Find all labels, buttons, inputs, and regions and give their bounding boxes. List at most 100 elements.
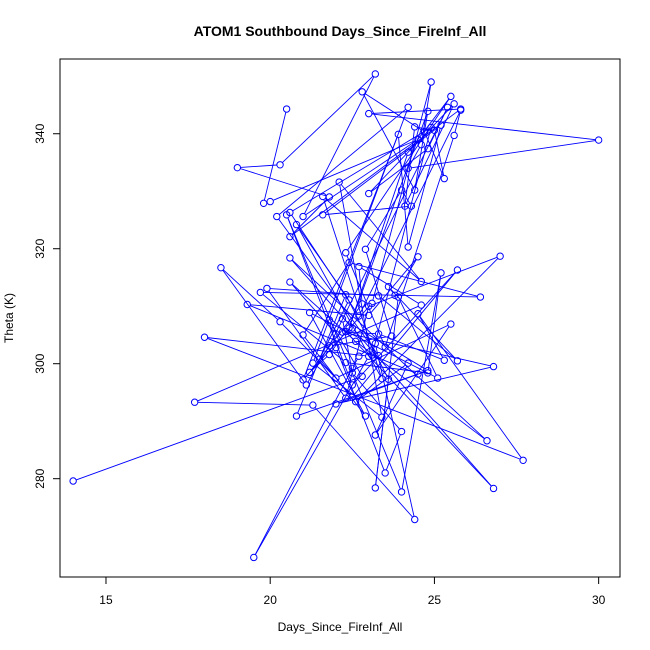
data-point (358, 88, 366, 96)
series-segment (291, 214, 358, 314)
data-point (414, 309, 422, 318)
series-segment (305, 140, 416, 216)
data-point (299, 331, 307, 339)
data-point (345, 258, 353, 267)
series-segment (349, 155, 408, 326)
data-point (411, 186, 419, 194)
series-segment (349, 114, 428, 326)
data-point (69, 477, 77, 485)
series-segment (380, 297, 456, 360)
data-point (424, 366, 432, 375)
data-point (483, 437, 491, 445)
data-point (443, 103, 452, 111)
series-segment (346, 255, 385, 345)
series-segment (398, 137, 409, 244)
data-point (302, 381, 311, 389)
series-segment (348, 362, 425, 373)
data-point (345, 324, 353, 332)
series-segment (347, 333, 492, 487)
series-segment (292, 128, 429, 212)
data-point (332, 374, 340, 382)
data-point (348, 393, 357, 401)
data-point (325, 342, 334, 350)
data-point (276, 318, 284, 326)
data-point (348, 364, 357, 373)
series-segment (222, 269, 279, 320)
data-point (243, 300, 251, 309)
series-segment (357, 364, 406, 401)
series-segment (411, 140, 596, 169)
data-point (404, 148, 412, 156)
data-point (348, 324, 357, 332)
series-segment (207, 337, 366, 357)
data-point (440, 356, 448, 364)
series-segment (390, 288, 456, 359)
series-segment (325, 206, 409, 215)
data-point (397, 427, 406, 436)
y-tick-label: 340 (33, 123, 47, 143)
series-segment (358, 269, 363, 301)
data-point (355, 312, 363, 320)
series-segment (312, 313, 436, 378)
series-segment (299, 374, 416, 416)
series-segment (282, 75, 374, 163)
series-segment (352, 262, 478, 297)
series-segment (254, 370, 352, 555)
data-point (335, 178, 343, 186)
series-segment (338, 366, 491, 404)
data-point (378, 374, 386, 383)
data-point (594, 136, 603, 144)
data-point (332, 330, 340, 338)
series-segment (419, 316, 444, 358)
data-point (476, 293, 485, 301)
series-segment (363, 94, 414, 188)
data-point (286, 278, 294, 286)
data-point (371, 339, 380, 348)
data-point (450, 100, 458, 108)
series-segment (291, 284, 335, 332)
data-point (417, 301, 425, 309)
series-segment (304, 76, 375, 214)
data-point (338, 315, 347, 323)
x-tick-label: 25 (428, 593, 442, 607)
data-point (315, 355, 324, 363)
data-point (355, 262, 363, 271)
data-point (420, 128, 429, 136)
data-point (256, 288, 265, 297)
data-point (273, 212, 281, 221)
data-point (292, 220, 301, 229)
data-point (430, 126, 439, 134)
data-point (411, 515, 419, 524)
data-point (365, 109, 373, 118)
series-segment (207, 337, 521, 460)
series-segment (330, 322, 361, 374)
data-point (414, 135, 422, 144)
data-point (414, 253, 422, 261)
series-segment (366, 192, 401, 247)
data-point (325, 316, 334, 324)
series-segment (291, 198, 328, 235)
series-segment (287, 217, 352, 383)
series-layer (69, 70, 603, 562)
data-point (250, 553, 258, 562)
data-point (348, 369, 357, 377)
data-point (437, 121, 445, 129)
series-segment (314, 407, 413, 518)
data-point (319, 211, 327, 219)
series-segment (402, 192, 411, 204)
series-segment (339, 185, 382, 415)
y-tick-label: 280 (33, 468, 47, 488)
data-point (338, 328, 347, 336)
data-point (361, 412, 370, 420)
data-point (351, 337, 360, 345)
series-segment (240, 164, 277, 168)
series-segment (385, 434, 401, 471)
series-segment (75, 377, 360, 481)
data-point (276, 161, 284, 169)
series-segment (278, 218, 378, 354)
data-point (299, 212, 307, 221)
data-point (325, 350, 334, 359)
data-point (394, 293, 402, 301)
series-segment (396, 259, 417, 293)
